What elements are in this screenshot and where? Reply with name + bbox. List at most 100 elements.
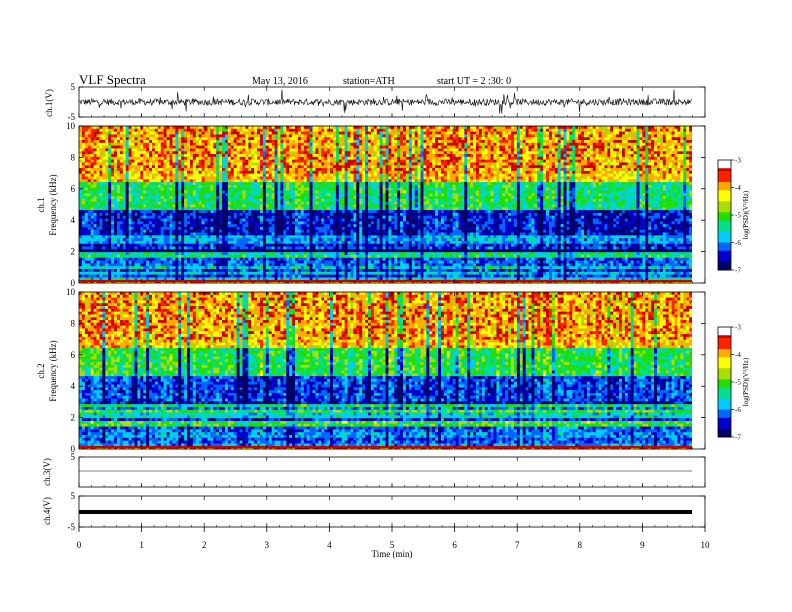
spectrogram-cell <box>511 154 515 158</box>
spectrogram-cell <box>481 190 486 194</box>
spectrogram-cell <box>146 156 150 161</box>
spectrogram-cell <box>365 168 369 172</box>
spectrogram-cell <box>414 145 419 149</box>
spectrogram-cell <box>551 162 556 166</box>
spectrogram-cell <box>134 190 138 194</box>
spectrogram-cell <box>239 140 243 144</box>
spectrogram-cell <box>630 137 635 141</box>
spectrogram-cell <box>163 140 167 144</box>
spectrogram-cell <box>335 140 340 144</box>
spectrogram-cell <box>443 170 448 175</box>
spectrogram-cell <box>370 179 375 183</box>
spectrogram-cell <box>93 142 97 147</box>
spectrogram-cell <box>151 182 156 186</box>
spectrogram-cell <box>367 182 372 186</box>
spectrogram-cell <box>578 151 582 155</box>
spectrogram-cell <box>607 162 611 166</box>
spectrogram-cell <box>102 137 106 141</box>
spectrogram-cell <box>344 176 348 180</box>
spectrogram-cell <box>496 148 500 152</box>
spectrogram-cell <box>554 148 559 152</box>
spectrogram-cell <box>557 145 562 149</box>
spectrogram-cell <box>519 184 524 189</box>
spectrogram-cell <box>581 148 585 152</box>
spectrogram-cell <box>572 168 576 172</box>
spectrogram-cell <box>166 165 170 169</box>
spectrogram-cell <box>198 173 202 177</box>
spectrogram-cell <box>654 134 658 138</box>
spectrogram-cell <box>598 179 602 183</box>
spectrogram-cell <box>370 142 375 147</box>
spectrogram-cell <box>563 156 567 161</box>
spectrogram-cell <box>438 173 442 177</box>
spectrogram-cell <box>330 190 334 194</box>
spectrogram-cell <box>505 173 509 177</box>
spectrogram-cell <box>169 128 173 132</box>
spectrogram-cell <box>227 187 232 191</box>
spectrogram-cell <box>394 151 398 155</box>
spectrogram-cell <box>557 151 562 155</box>
spectrogram-cell <box>461 126 465 130</box>
spectrogram-cell <box>283 176 287 180</box>
spectrogram-cell <box>689 165 693 169</box>
spectrogram-cell <box>198 131 202 135</box>
spectrogram-cell <box>134 145 138 149</box>
spectrogram-cell <box>648 173 652 177</box>
spectrogram-cell <box>271 151 275 155</box>
spectrogram-cell <box>259 142 264 147</box>
spectrogram-cell <box>610 176 614 180</box>
spectrogram-cell <box>420 162 424 166</box>
spectrogram-cell <box>213 137 217 141</box>
spectrogram-cell <box>686 162 690 166</box>
spectrogram-cell <box>222 162 226 166</box>
spectrogram-cell <box>496 165 500 169</box>
spectrogram-cell <box>671 176 675 180</box>
spectrogram-cell <box>557 126 562 130</box>
spectrogram-cell <box>674 168 678 172</box>
spectrogram-cell <box>493 151 497 155</box>
spectrogram-cell <box>207 165 211 169</box>
spectrogram-cell <box>262 134 267 138</box>
spectrogram-cell <box>151 168 156 172</box>
spectrogram-cell <box>321 170 325 175</box>
spectrogram-cell <box>563 126 567 130</box>
spectrogram-cell <box>87 140 92 144</box>
spectrogram-cell <box>475 128 480 132</box>
spectrogram-cell <box>297 168 302 172</box>
spectrogram-cell <box>376 145 381 149</box>
spectrogram-cell <box>204 145 208 149</box>
spectrogram-cell <box>505 176 509 180</box>
spectrogram-cell <box>204 179 208 183</box>
spectrogram-cell <box>90 182 94 186</box>
spectrogram-cell <box>581 142 585 147</box>
header-date: May 13, 2016 <box>252 76 308 87</box>
spectrogram-cell <box>586 145 591 149</box>
spectrogram-cell <box>295 187 299 191</box>
spectrogram-cell <box>96 168 100 172</box>
spectrogram-cell <box>683 187 687 191</box>
spectrogram-cell <box>111 128 115 132</box>
spectrogram-cell <box>347 184 351 189</box>
spectrogram-cell <box>81 134 86 138</box>
spectrogram-cell <box>563 154 567 158</box>
spectrogram-cell <box>656 162 661 166</box>
spectrogram-cell <box>379 170 383 175</box>
spectrogram-cell <box>344 165 348 169</box>
spectrogram-cell <box>245 131 249 135</box>
spectrogram-cell <box>134 128 138 132</box>
spectrogram-cell <box>487 126 491 130</box>
spectrogram-cell <box>251 140 255 144</box>
spectrogram-cell <box>671 170 675 175</box>
spectrogram-cell <box>192 173 197 177</box>
spectrogram-cell <box>397 145 401 149</box>
spectrogram-cell <box>648 168 652 172</box>
spectrogram-cell <box>99 156 103 161</box>
spectrogram-cell <box>534 154 538 158</box>
spectrogram-cell <box>467 173 471 177</box>
spectrogram-cell <box>280 176 284 180</box>
spectrogram-cell <box>362 176 366 180</box>
spectrogram-cell <box>309 156 313 161</box>
spectrogram-cell <box>332 151 337 155</box>
spectrogram-cell <box>455 137 459 141</box>
spectrogram-cell <box>318 134 322 138</box>
